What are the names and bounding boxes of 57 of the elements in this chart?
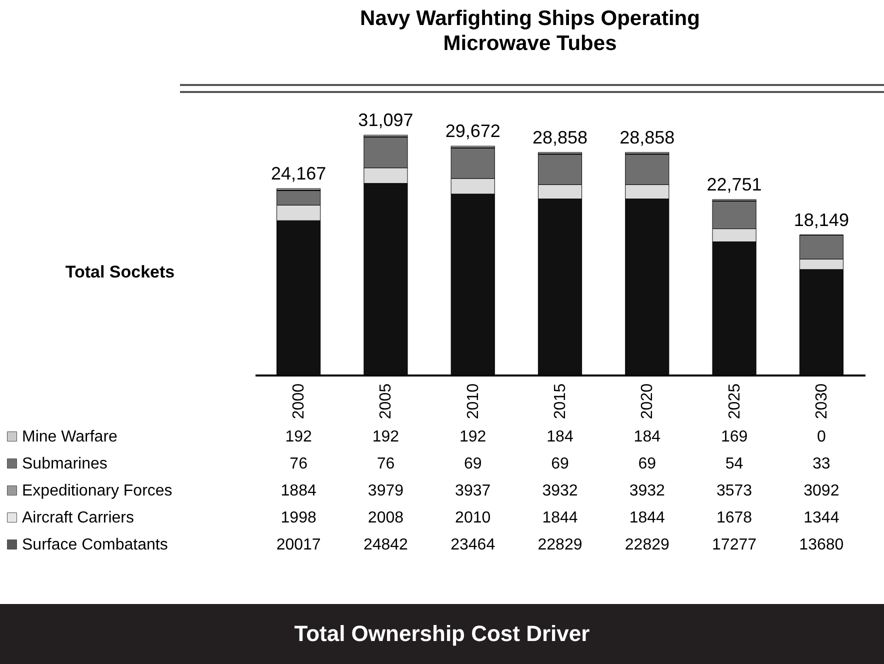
data-label: 20017 bbox=[276, 536, 321, 554]
data-label: 13680 bbox=[799, 536, 844, 554]
data-label: 3573 bbox=[716, 482, 752, 500]
data-label: 1998 bbox=[280, 510, 316, 526]
data-label: 22829 bbox=[624, 536, 670, 554]
data-label: 3092 bbox=[804, 482, 840, 500]
data-label: 2008 bbox=[368, 510, 404, 526]
x-tick-label: 2030 bbox=[813, 383, 830, 420]
data-label: 23464 bbox=[450, 536, 496, 554]
legend-label: Mine Warfare bbox=[22, 428, 118, 446]
data-label: 192 bbox=[372, 428, 400, 446]
chart-title: Navy Warfighting Ships Operating Microwave Tubes bbox=[359, 6, 701, 56]
data-label: 54 bbox=[725, 456, 744, 472]
legend-label: Aircraft Carriers bbox=[22, 510, 134, 526]
data-label: 3932 bbox=[542, 482, 578, 500]
data-label: 0 bbox=[816, 428, 826, 446]
x-tick-label: 2020 bbox=[639, 383, 656, 420]
data-label: 184 bbox=[634, 428, 661, 446]
total-label: 28,858 bbox=[620, 127, 675, 148]
legend-label: Expeditionary Forces bbox=[22, 482, 172, 500]
data-label: 192 bbox=[460, 428, 486, 446]
x-tick-label: 2015 bbox=[552, 383, 569, 420]
data-label: 33 bbox=[812, 456, 830, 472]
total-label: 18,149 bbox=[794, 210, 849, 230]
data-label: 169 bbox=[720, 428, 748, 446]
x-tick-label: 2010 bbox=[464, 383, 482, 420]
text: Total Ownership Cost Driver bbox=[0, 604, 884, 664]
data-label: 1844 bbox=[542, 510, 578, 526]
data-label: 1678 bbox=[716, 510, 752, 526]
x-tick-label: 2000 bbox=[290, 383, 308, 420]
data-label: 1344 bbox=[804, 510, 840, 526]
legend-label: Submarines bbox=[22, 456, 108, 472]
legend-label: Surface Combatants bbox=[22, 536, 168, 554]
data-label: 69 bbox=[464, 456, 482, 472]
total-label: 29,672 bbox=[445, 121, 500, 142]
x-tick-label: 2025 bbox=[726, 383, 744, 420]
data-label: 24842 bbox=[363, 536, 408, 554]
data-label: 69 bbox=[638, 456, 656, 472]
data-label: 17277 bbox=[712, 536, 757, 554]
data-label: 3932 bbox=[629, 482, 666, 500]
data-label: 184 bbox=[546, 428, 574, 446]
total-label: 24,167 bbox=[271, 164, 326, 184]
data-label: 22829 bbox=[538, 536, 582, 554]
data-label: 1844 bbox=[629, 510, 666, 526]
data-label: 69 bbox=[551, 456, 569, 472]
y-axis-title: Total Sockets bbox=[65, 262, 175, 282]
data-label: 1884 bbox=[280, 482, 316, 500]
data-label: 3937 bbox=[455, 482, 491, 500]
data-label: 2010 bbox=[455, 510, 491, 526]
total-label: 22,751 bbox=[706, 174, 762, 194]
data-label: 192 bbox=[285, 428, 312, 446]
total-label: 31,097 bbox=[358, 110, 414, 130]
data-label: 3979 bbox=[368, 482, 404, 500]
x-tick-label: 2005 bbox=[378, 383, 395, 420]
data-label: 76 bbox=[376, 456, 395, 472]
data-label: 76 bbox=[290, 456, 308, 472]
total-label: 28,858 bbox=[532, 127, 588, 148]
